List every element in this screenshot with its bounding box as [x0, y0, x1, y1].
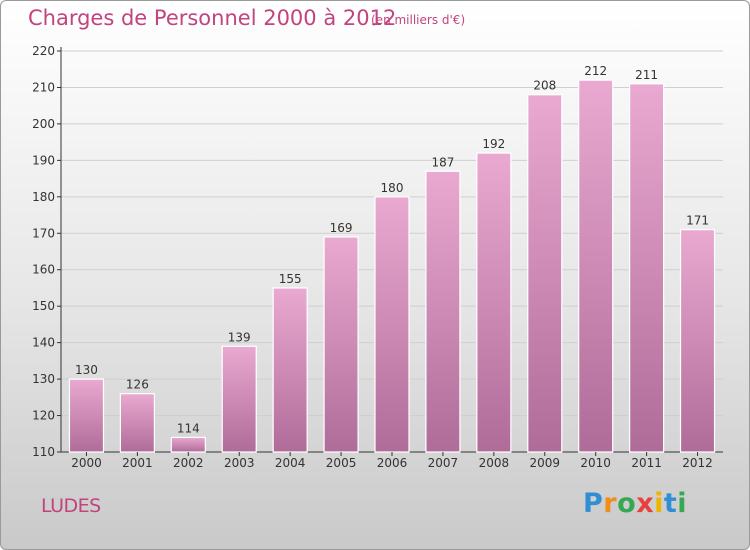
bar-group: 171 [679, 214, 716, 453]
bar [323, 236, 359, 453]
bar-value-label: 192 [482, 137, 505, 151]
bar [119, 393, 155, 453]
y-tick-label: 110 [32, 445, 55, 459]
x-tick-label: 2002 [173, 456, 204, 470]
bar [374, 196, 410, 453]
bar-group: 126 [119, 378, 155, 453]
bar-group: 155 [272, 272, 308, 453]
bar-value-label: 212 [584, 64, 607, 78]
x-tick-label: 2008 [479, 456, 510, 470]
x-tick-label: 2011 [631, 456, 662, 470]
bar [476, 152, 512, 453]
logo-letter: t [663, 488, 678, 519]
bar-value-label: 208 [533, 79, 556, 93]
bar-value-label: 211 [635, 68, 658, 82]
bar [527, 94, 563, 453]
bar-value-label: 114 [177, 421, 200, 435]
bar [170, 436, 206, 453]
logo-letter: r [603, 488, 618, 519]
logo-letter: i [677, 488, 688, 519]
y-tick-label: 170 [32, 226, 55, 240]
x-tick-label: 2007 [428, 456, 459, 470]
x-tick-label: 2009 [529, 456, 560, 470]
y-tick-label: 140 [32, 336, 55, 350]
y-tick-label: 180 [32, 190, 55, 204]
bar-group: 180 [374, 181, 410, 453]
bar [629, 83, 665, 453]
bar [679, 229, 716, 453]
x-tick-label: 2004 [275, 456, 306, 470]
bar-group: 114 [170, 421, 206, 453]
bar-value-label: 180 [381, 181, 404, 195]
location-label: LUDES [41, 495, 101, 517]
bar-group: 139 [221, 330, 257, 453]
chart-title: Charges de Personnel 2000 à 2012 [28, 6, 397, 30]
y-tick-label: 200 [32, 117, 55, 131]
bar-group: 169 [323, 221, 359, 453]
proxiti-logo: Proxiti [583, 488, 687, 519]
bar-value-label: 126 [126, 378, 149, 392]
y-tick-label: 160 [32, 263, 55, 277]
bar-value-label: 139 [228, 330, 251, 344]
bar-value-label: 130 [75, 363, 98, 377]
chart-subtitle: (en milliers d'€) [371, 13, 466, 27]
y-tick-label: 190 [32, 153, 55, 167]
y-tick-label: 210 [32, 80, 55, 94]
logo-letter: i [654, 488, 664, 519]
logo-letter: x [636, 488, 655, 519]
bar [272, 287, 308, 453]
bar [221, 345, 257, 453]
bar-value-label: 187 [431, 155, 454, 169]
x-tick-label: 2006 [377, 456, 408, 470]
logo-letter: P [583, 488, 604, 519]
y-tick-label: 130 [32, 372, 55, 386]
x-tick-label: 2005 [326, 456, 357, 470]
bar-group: 211 [629, 68, 665, 453]
bar-group: 187 [425, 155, 461, 453]
bar [68, 378, 105, 453]
x-tick-label: 2000 [71, 456, 102, 470]
logo-letter: o [617, 488, 637, 519]
bar [578, 79, 614, 453]
bar-group: 130 [68, 363, 105, 453]
y-tick-label: 220 [32, 44, 55, 58]
y-tick-label: 120 [32, 409, 55, 423]
y-tick-label: 150 [32, 299, 55, 313]
bar-group: 212 [578, 64, 614, 453]
x-tick-label: 2012 [682, 456, 713, 470]
bar-value-label: 169 [330, 221, 353, 235]
bar-value-label: 155 [279, 272, 302, 286]
x-tick-label: 2010 [580, 456, 611, 470]
x-tick-label: 2003 [224, 456, 255, 470]
bar-group: 208 [527, 79, 563, 453]
x-tick-label: 2001 [122, 456, 153, 470]
bar [425, 170, 461, 453]
bar-group: 192 [476, 137, 512, 453]
bar-value-label: 171 [686, 214, 709, 228]
